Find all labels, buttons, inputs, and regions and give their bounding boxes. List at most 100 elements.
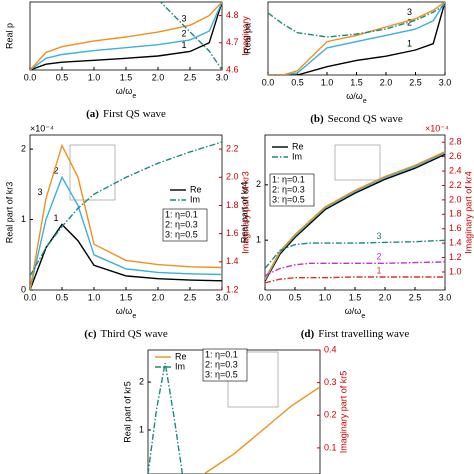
curve-label: 1: [407, 38, 412, 48]
series-line: [265, 239, 445, 269]
curve-label: 1: [181, 40, 186, 50]
x-tick-label: 3.0: [439, 77, 452, 87]
curve-label: 2: [376, 252, 381, 262]
legend-label: Re: [292, 141, 304, 151]
y2-tick-label: 2.0: [226, 172, 239, 182]
caption-tag: (c): [84, 328, 97, 340]
y-tick-label: 1: [21, 214, 26, 224]
x-tick-label: 3.0: [439, 292, 452, 302]
x-axis-label: ω/ωe: [346, 91, 367, 104]
y-tick-label: 1: [256, 235, 261, 245]
x-axis-label: ω/ωe: [116, 306, 137, 319]
x-axis-label-main: ω/ω: [345, 306, 362, 316]
curve-label: 2: [407, 17, 412, 27]
y2-axis-label: Imaginary part of kr5: [338, 371, 348, 454]
legend-label: Re: [190, 184, 202, 194]
x-tick-label: 0.0: [262, 77, 275, 87]
x-axis-label-sub: e: [361, 313, 365, 320]
series-line: [265, 150, 445, 280]
caption: (a) First QS wave: [86, 108, 166, 120]
eta-label: 2: η=0.3: [205, 359, 238, 369]
y2-tick-label: 1.4: [449, 238, 462, 248]
x-tick-label: 1.5: [349, 292, 362, 302]
eta-label: 2: η=0.3: [272, 184, 305, 194]
x-tick-label: 0.5: [291, 77, 304, 87]
y-tick-label: 0: [21, 284, 26, 294]
y2-tick-label: 0.2: [324, 410, 337, 420]
y-tick-label: 2: [21, 143, 26, 153]
x-tick-label: 3.0: [216, 292, 229, 302]
eta-label: 3: η=0.5: [272, 194, 305, 204]
caption-text: First travelling wave: [318, 328, 409, 340]
y2-tick-label: 4.7: [226, 37, 239, 47]
eta-label: 1: η=0.1: [165, 209, 198, 219]
series-line: [204, 386, 320, 474]
y2-tick-label: 2.2: [226, 143, 239, 153]
x-tick-label: 2.0: [152, 292, 165, 302]
x-tick-label: 0.5: [56, 292, 69, 302]
caption-tag: (d): [301, 328, 315, 340]
x-tick-label: 0.0: [24, 292, 37, 302]
x-axis-label-sub: e: [132, 93, 136, 100]
series-line: [148, 362, 184, 474]
series-line: [30, 143, 222, 290]
series-line: [265, 276, 445, 284]
x-axis-label-main: ω/ω: [116, 86, 133, 96]
curve-label: 3: [376, 231, 381, 241]
x-tick-label: 0.5: [56, 72, 69, 82]
y2-tick-label: 2.6: [449, 151, 462, 161]
caption-text: First QS wave: [103, 108, 166, 120]
eta-label: 1: η=0.1: [272, 174, 305, 184]
series-line: [30, 175, 222, 290]
caption-tag: (a): [86, 108, 99, 120]
y2-tick-label: 2.2: [449, 180, 462, 190]
caption: (b) Second QS wave: [310, 113, 403, 125]
x-tick-label: 2.5: [409, 77, 422, 87]
series-line: [268, 4, 445, 38]
inset-box: [334, 144, 381, 181]
series-line: [265, 152, 445, 281]
series-line: [30, 2, 222, 70]
plot-frame: [267, 1, 446, 76]
legend-label: Im: [175, 361, 185, 371]
x-axis-label-sub: e: [363, 98, 367, 105]
legend-label: Im: [292, 151, 302, 161]
curve-label: 1: [53, 213, 58, 223]
series-line: [268, 2, 445, 75]
caption-tag: (b): [310, 113, 324, 125]
y2-tick-label: 1.6: [449, 223, 462, 233]
curve-label: 2: [53, 166, 58, 176]
eta-label: 2: η=0.3: [165, 219, 198, 229]
x-axis-label-main: ω/ω: [116, 306, 133, 316]
curve-label: 3: [181, 14, 186, 24]
series-line: [268, 2, 445, 75]
y2-tick-label: 1.0: [449, 266, 462, 276]
curve-label: 3: [407, 7, 412, 17]
eta-label: 1: η=0.1: [205, 349, 238, 359]
series-line: [30, 2, 222, 70]
y2-tick-label: 4.8: [226, 10, 239, 20]
y2-tick-label: 0.1: [324, 442, 337, 452]
y2-axis-label: Imaginary part of kr3: [240, 171, 250, 254]
y-axis-label: Real pa: [242, 23, 252, 54]
y-axis-label: Real part of kr4: [239, 182, 249, 244]
eta-label: 3: η=0.5: [165, 229, 198, 239]
y2-tick-label: 4.6: [226, 64, 239, 74]
x-tick-label: 2.0: [152, 72, 165, 82]
eta-box: [162, 208, 208, 242]
x-tick-label: 1.5: [120, 292, 133, 302]
y2-tick-label: 1.2: [226, 284, 239, 294]
y2-tick-label: 2.8: [449, 137, 462, 147]
x-tick-label: 1.5: [350, 77, 363, 87]
eta-box: [269, 173, 315, 207]
x-tick-label: 2.0: [379, 292, 392, 302]
y2-tick-label: 1.4: [226, 256, 239, 266]
curve-label: 2: [181, 28, 186, 38]
y2-tick-label: 1.6: [226, 228, 239, 238]
y2-tick-label: 0.4: [324, 344, 337, 354]
x-axis-label: ω/ωe: [116, 86, 137, 99]
x-tick-label: 1.0: [88, 72, 101, 82]
x-axis-label-main: ω/ω: [346, 91, 363, 101]
y2-tick-label: 1.2: [449, 252, 462, 262]
y2-tick-label: 2.4: [449, 165, 462, 175]
